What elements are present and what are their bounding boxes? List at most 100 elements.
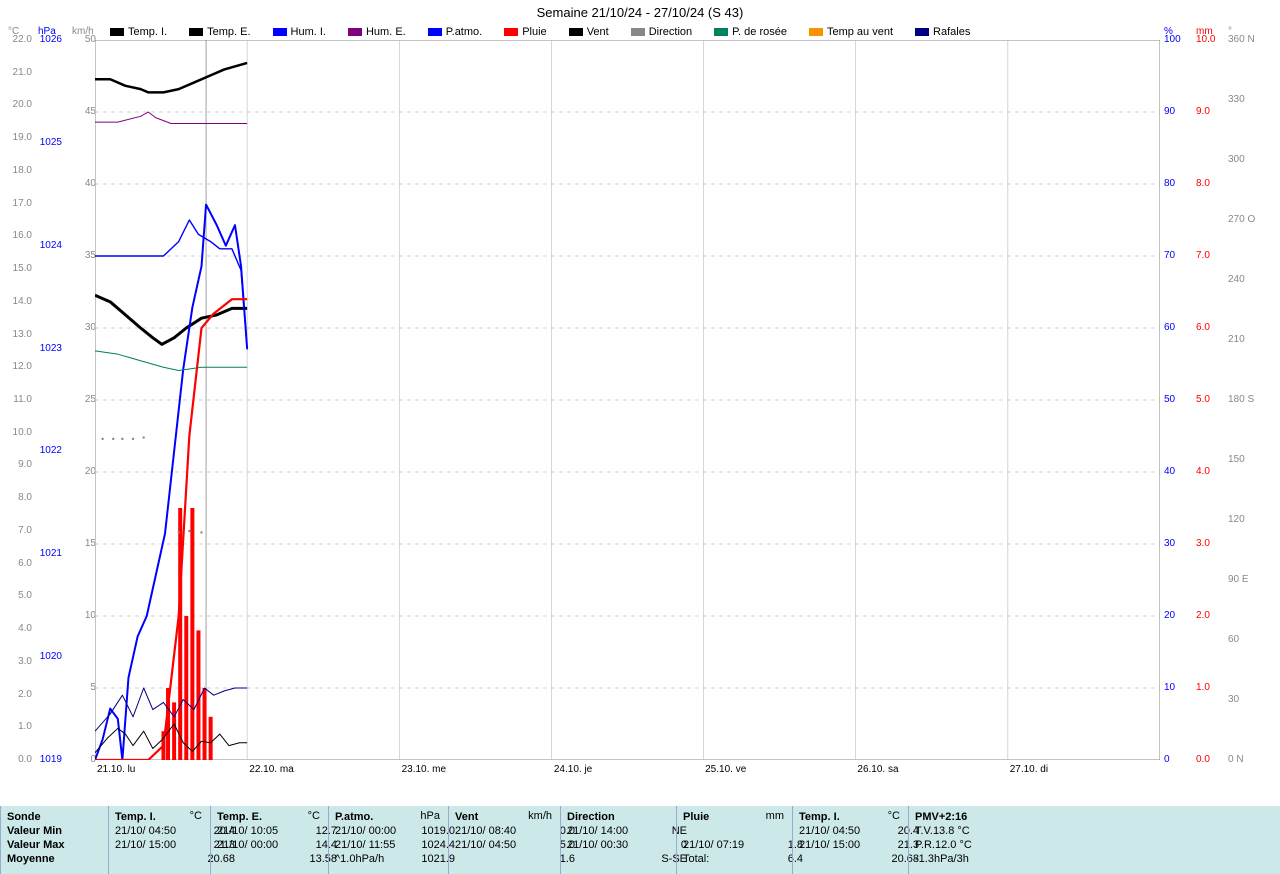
- y-tick: 0.0: [2, 754, 32, 765]
- y-tick: 1.0: [1196, 682, 1230, 693]
- y-tick: 19.0: [2, 132, 32, 143]
- x-tick: 22.10. ma: [249, 764, 293, 775]
- y-tick: 10: [66, 610, 96, 621]
- y-tick: 11.0: [2, 394, 32, 405]
- y-tick: 9.0: [1196, 106, 1230, 117]
- stats-cell: P.atmo.hPa21/10/ 00:001019.021/10/ 11:55…: [328, 806, 448, 874]
- y-tick: 330: [1228, 94, 1262, 105]
- y-tick: 150: [1228, 454, 1262, 465]
- y-tick: 1025: [32, 137, 62, 148]
- y-tick: 1024: [32, 240, 62, 251]
- x-tick: 26.10. sa: [857, 764, 898, 775]
- y-tick: 1023: [32, 343, 62, 354]
- y-tick: 8.0: [1196, 178, 1230, 189]
- legend-item: P.atmo.: [428, 26, 483, 38]
- x-tick: 27.10. di: [1010, 764, 1048, 775]
- y-tick: 25: [66, 394, 96, 405]
- y-tick: 12.0: [2, 361, 32, 372]
- y-tick: 60: [1228, 634, 1262, 645]
- legend-item: Hum. E.: [348, 26, 406, 38]
- x-tick: 21.10. lu: [97, 764, 135, 775]
- chart-title: Semaine 21/10/24 - 27/10/24 (S 43): [0, 5, 1280, 20]
- y-tick: 90 E: [1228, 574, 1262, 585]
- y-tick: 8.0: [2, 492, 32, 503]
- y-tick: 35: [66, 250, 96, 261]
- legend-item: Hum. I.: [273, 26, 326, 38]
- y-tick: 0.0: [1196, 754, 1230, 765]
- y-tick: 40: [1164, 466, 1198, 477]
- y-tick: 60: [1164, 322, 1198, 333]
- y-tick: 120: [1228, 514, 1262, 525]
- chart-plot: [95, 40, 1160, 760]
- y-tick: 7.0: [2, 525, 32, 536]
- y-tick: 1021: [32, 548, 62, 559]
- stats-cell: SondeValeur MinValeur MaxMoyenne: [0, 806, 108, 874]
- y-tick: 1026: [32, 34, 62, 45]
- legend-item: Direction: [631, 26, 692, 38]
- y-tick: 30: [1164, 538, 1198, 549]
- y-tick: 300: [1228, 154, 1262, 165]
- y-tick: 3.0: [2, 656, 32, 667]
- y-tick: 40: [66, 178, 96, 189]
- stats-cell: Pluiemm21/10/ 07:191.8Total:6.4: [676, 806, 792, 874]
- y-tick: 360 N: [1228, 34, 1262, 45]
- y-tick: 1.0: [2, 721, 32, 732]
- y-tick: 0: [1164, 754, 1198, 765]
- y-tick: 240: [1228, 274, 1262, 285]
- y-tick: 0 N: [1228, 754, 1262, 765]
- y-tick: 6.0: [1196, 322, 1230, 333]
- y-tick: 10.0: [1196, 34, 1230, 45]
- y-tick: 210: [1228, 334, 1262, 345]
- stats-cell: Temp. E.°C21/10/ 10:0512.721/10/ 00:0014…: [210, 806, 328, 874]
- y-tick: 20: [66, 466, 96, 477]
- y-tick: 5.0: [2, 590, 32, 601]
- y-tick: 270 O: [1228, 214, 1262, 225]
- legend-item: Temp. I.: [110, 26, 167, 38]
- y-tick: 4.0: [2, 623, 32, 634]
- y-tick: 10.0: [2, 427, 32, 438]
- y-tick: 1022: [32, 445, 62, 456]
- y-tick: 0: [66, 754, 96, 765]
- y-tick: 45: [66, 106, 96, 117]
- y-tick: 1019: [32, 754, 62, 765]
- y-tick: 5.0: [1196, 394, 1230, 405]
- y-tick: 10: [1164, 682, 1198, 693]
- legend-item: Vent: [569, 26, 609, 38]
- legend: Temp. I.Temp. E.Hum. I.Hum. E.P.atmo.Plu…: [110, 26, 1250, 40]
- y-tick: 18.0: [2, 165, 32, 176]
- y-tick: 100: [1164, 34, 1198, 45]
- legend-item: P. de rosée: [714, 26, 787, 38]
- y-tick: 30: [66, 322, 96, 333]
- y-tick: 50: [1164, 394, 1198, 405]
- stats-table: SondeValeur MinValeur MaxMoyenneTemp. I.…: [0, 806, 1280, 874]
- y-tick: 9.0: [2, 459, 32, 470]
- y-tick: 180 S: [1228, 394, 1262, 405]
- stats-cell: Ventkm/h21/10/ 08:400.021/10/ 04:505.01.…: [448, 806, 560, 874]
- legend-item: Rafales: [915, 26, 970, 38]
- y-tick: 4.0: [1196, 466, 1230, 477]
- stats-cell: Temp. I.°C21/10/ 04:5020.421/10/ 15:0021…: [108, 806, 210, 874]
- y-tick: 20: [1164, 610, 1198, 621]
- x-tick: 25.10. ve: [705, 764, 746, 775]
- y-tick: 1020: [32, 651, 62, 662]
- y-tick: 15: [66, 538, 96, 549]
- y-tick: 22.0: [2, 34, 32, 45]
- y-tick: 2.0: [1196, 610, 1230, 621]
- legend-item: Temp au vent: [809, 26, 893, 38]
- y-tick: 20.0: [2, 99, 32, 110]
- x-tick: 23.10. me: [402, 764, 446, 775]
- y-tick: 30: [1228, 694, 1262, 705]
- y-tick: 3.0: [1196, 538, 1230, 549]
- y-tick: 15.0: [2, 263, 32, 274]
- y-tick: 14.0: [2, 296, 32, 307]
- stats-cell: Temp. I.°C21/10/ 04:5020.421/10/ 15:0021…: [792, 806, 908, 874]
- stats-cell: PMV+2:16T.V.13.8 °CP.R.12.0 °C-1.3hPa/3h: [908, 806, 1058, 874]
- y-tick: 21.0: [2, 67, 32, 78]
- y-tick: 90: [1164, 106, 1198, 117]
- y-tick: 50: [66, 34, 96, 45]
- y-tick: 6.0: [2, 558, 32, 569]
- y-tick: 2.0: [2, 689, 32, 700]
- y-tick: 5: [66, 682, 96, 693]
- x-tick: 24.10. je: [554, 764, 592, 775]
- legend-item: Pluie: [504, 26, 546, 38]
